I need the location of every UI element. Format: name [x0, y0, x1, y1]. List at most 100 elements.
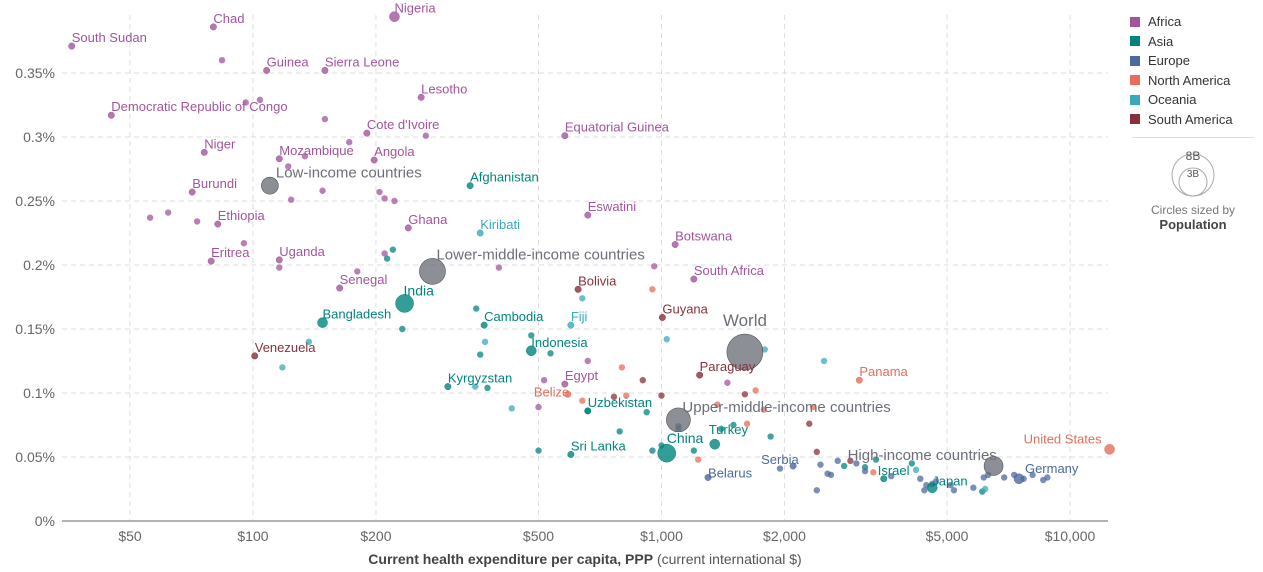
data-point[interactable]: [477, 351, 484, 358]
data-point[interactable]: [193, 218, 201, 225]
data-point[interactable]: [1044, 474, 1051, 481]
data-point[interactable]: [391, 197, 398, 205]
data-point[interactable]: [480, 321, 488, 329]
data-point[interactable]: [813, 487, 821, 494]
data-point[interactable]: [809, 403, 817, 411]
data-point[interactable]: [305, 338, 313, 345]
data-point[interactable]: [301, 153, 309, 160]
data-point[interactable]: [561, 132, 569, 140]
data-point[interactable]: [1104, 444, 1115, 455]
data-point[interactable]: [345, 138, 353, 146]
data-point[interactable]: [820, 357, 828, 365]
data-point[interactable]: [319, 187, 326, 194]
data-point[interactable]: [853, 460, 860, 467]
data-point[interactable]: [1000, 474, 1008, 481]
data-point[interactable]: [861, 467, 869, 475]
data-point[interactable]: [639, 377, 646, 384]
data-point[interactable]: [789, 462, 797, 470]
data-point[interactable]: [767, 433, 774, 440]
data-point[interactable]: [275, 256, 283, 264]
data-point[interactable]: [921, 487, 928, 494]
data-point[interactable]: [813, 448, 821, 456]
data-point[interactable]: [256, 96, 264, 104]
data-point[interactable]: [658, 392, 665, 399]
data-point[interactable]: [321, 66, 329, 74]
data-point[interactable]: [389, 246, 397, 253]
data-point[interactable]: [932, 478, 940, 485]
data-point[interactable]: [466, 182, 474, 190]
data-point[interactable]: [950, 487, 958, 494]
data-point[interactable]: [917, 475, 924, 482]
data-point[interactable]: [717, 425, 725, 433]
data-point[interactable]: [651, 263, 658, 270]
aggregate-point[interactable]: [726, 333, 764, 371]
data-point[interactable]: [1029, 471, 1036, 479]
data-point[interactable]: [540, 377, 548, 384]
data-point[interactable]: [484, 384, 491, 392]
data-point[interactable]: [663, 336, 670, 343]
data-point[interactable]: [207, 257, 215, 265]
data-point[interactable]: [209, 23, 217, 31]
data-point[interactable]: [1013, 473, 1025, 485]
data-point[interactable]: [200, 148, 208, 156]
data-point[interactable]: [561, 380, 569, 388]
aggregate-point[interactable]: [666, 407, 691, 433]
aggregate-point[interactable]: [261, 176, 279, 195]
data-point[interactable]: [508, 405, 515, 412]
data-point[interactable]: [714, 401, 721, 408]
data-point[interactable]: [806, 420, 813, 427]
data-point[interactable]: [847, 457, 854, 465]
data-point[interactable]: [855, 376, 863, 384]
data-point[interactable]: [947, 481, 954, 489]
data-point[interactable]: [263, 66, 271, 74]
aggregate-point[interactable]: [983, 456, 1004, 476]
legend-item[interactable]: Asia: [1130, 32, 1258, 52]
data-point[interactable]: [336, 284, 344, 292]
data-point[interactable]: [287, 196, 295, 203]
data-point[interactable]: [276, 264, 283, 271]
data-point[interactable]: [618, 364, 626, 371]
data-point[interactable]: [649, 447, 656, 454]
data-point[interactable]: [616, 428, 623, 435]
data-point[interactable]: [743, 420, 751, 427]
data-point[interactable]: [690, 447, 698, 454]
data-point[interactable]: [528, 332, 535, 339]
data-point[interactable]: [285, 163, 292, 170]
data-point[interactable]: [657, 443, 676, 463]
data-point[interactable]: [564, 390, 572, 398]
data-point[interactable]: [840, 462, 848, 470]
data-point[interactable]: [824, 470, 831, 477]
data-point[interactable]: [275, 155, 283, 163]
data-point[interactable]: [395, 294, 414, 313]
data-point[interactable]: [422, 132, 430, 139]
data-point[interactable]: [584, 357, 591, 365]
data-point[interactable]: [709, 438, 720, 450]
data-point[interactable]: [476, 229, 484, 237]
data-point[interactable]: [381, 250, 388, 257]
data-point[interactable]: [926, 482, 938, 493]
data-point[interactable]: [834, 457, 841, 465]
data-point[interactable]: [912, 466, 920, 473]
legend-item[interactable]: North America: [1130, 71, 1258, 91]
data-point[interactable]: [908, 460, 916, 467]
data-point[interactable]: [730, 421, 737, 429]
data-point[interactable]: [970, 484, 977, 491]
data-point[interactable]: [610, 393, 618, 401]
data-point[interactable]: [321, 115, 329, 123]
legend-item[interactable]: South America: [1130, 110, 1258, 130]
data-point[interactable]: [579, 295, 586, 302]
data-point[interactable]: [623, 392, 630, 399]
data-point[interactable]: [643, 409, 650, 416]
data-point[interactable]: [671, 241, 679, 248]
data-point[interactable]: [495, 264, 503, 271]
data-point[interactable]: [649, 286, 656, 293]
data-point[interactable]: [383, 255, 391, 262]
data-point[interactable]: [251, 352, 259, 360]
aggregate-point[interactable]: [419, 258, 446, 285]
data-point[interactable]: [146, 214, 154, 221]
data-point[interactable]: [242, 99, 249, 106]
data-point[interactable]: [481, 338, 489, 345]
data-point[interactable]: [472, 383, 479, 390]
data-point[interactable]: [317, 317, 328, 328]
data-point[interactable]: [363, 129, 371, 137]
